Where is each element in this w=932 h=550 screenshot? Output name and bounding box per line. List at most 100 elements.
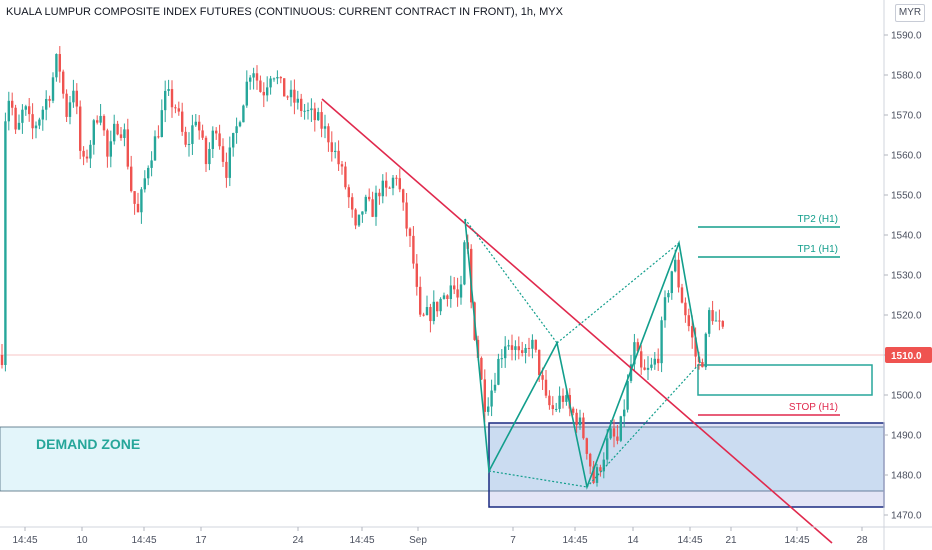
candle-body [55,54,58,78]
candle-body [653,358,656,365]
candle-body [235,126,238,134]
candle-body [34,125,38,129]
candle-body [500,358,503,360]
candle-body [17,122,21,130]
candle-body [629,364,633,381]
candle-body [521,350,524,353]
candle-body [102,115,106,131]
candle-body [677,259,680,288]
candle-body [184,131,187,145]
candle-body [65,93,68,117]
candle-body [701,362,704,368]
candle-body [480,357,483,380]
candle-body [136,203,140,213]
candle-body [391,177,395,189]
candle-body [89,144,92,159]
price-tick-label: 1590.0 [891,31,922,42]
candle-body [670,271,673,294]
candle-body [45,98,48,110]
candle-body [687,315,690,327]
time-axis[interactable]: 14:45 10 14:45 17 24 14:45 Sep 7 14:45 14 14:45 21 1… [0,526,932,546]
candle-body [334,150,337,152]
candle-body [21,109,24,123]
price-axis[interactable]: 1470.0 1480.0 1490.0 1500.0 1510.0 1520.0 1530… [883,0,932,550]
candle-body [208,148,211,165]
candle-body [218,133,221,147]
time-tick-label: 21 [725,535,737,546]
candle-body [283,78,286,97]
candle-body [497,358,500,385]
candle-body [232,133,235,148]
candle-body [354,209,357,226]
price-tick-label: 1490.0 [891,431,922,442]
candle-body [14,107,17,130]
candle-body [225,161,228,178]
candle-body [99,115,102,123]
candle-body [371,199,374,217]
pattern-dotted-leg [464,218,558,344]
candle-body [555,408,558,410]
candle-body [194,121,197,126]
candle-body [432,301,435,322]
candle-body [357,214,361,226]
candle-body [572,408,575,413]
candle-body [398,178,401,190]
candle-body [436,301,439,312]
candle-body [85,156,89,159]
candle-body [351,197,354,210]
candle-body [589,453,592,467]
trendline [321,98,833,544]
tp1-label: TP1 (H1) [797,244,838,255]
candle-body [347,187,350,198]
candle-body [544,379,548,396]
candle-body [449,285,452,300]
time-tick-label: 14:45 [12,535,37,546]
candle-body [4,121,7,365]
candle-body [663,297,667,321]
candle-body [109,141,112,157]
candle-body [442,295,446,299]
candle-body [201,130,204,138]
candle-body [337,150,340,165]
candle-body [408,228,412,236]
candle-body [310,108,313,111]
candle-body [585,438,588,454]
candle-body [221,146,225,162]
candle-body [164,90,167,111]
candle-body [38,119,41,126]
candle-body [517,346,520,351]
candle-body [487,406,490,412]
candle-body [422,314,425,316]
candle-body [140,189,143,213]
candle-body [650,364,653,368]
target-box [488,422,885,508]
candle-body [578,417,582,426]
price-tick-label: 1570.0 [891,111,922,122]
candle-body [718,320,721,322]
candle-body [531,339,534,349]
candle-body [255,73,259,81]
time-tick-label: 17 [195,535,207,546]
candle-body [340,164,344,167]
candle-body [119,134,123,138]
candle-body [96,120,99,123]
candle-body [378,192,381,197]
candle-body [300,98,303,111]
candle-body [381,180,384,197]
candle-body [459,284,463,298]
candle-body [262,91,265,96]
candle-body [412,235,415,264]
candle-body [191,125,194,144]
candle-body [446,295,449,300]
candle-body [330,142,333,152]
candle-body [204,137,208,165]
price-tick-label: 1540.0 [891,231,922,242]
currency-selector[interactable]: MYR [895,4,925,22]
candle-body [388,187,391,189]
candle-body [68,102,72,117]
candle-body [507,345,510,347]
candle-body [31,114,34,129]
candle-body [582,417,585,439]
candle-body [242,105,245,123]
